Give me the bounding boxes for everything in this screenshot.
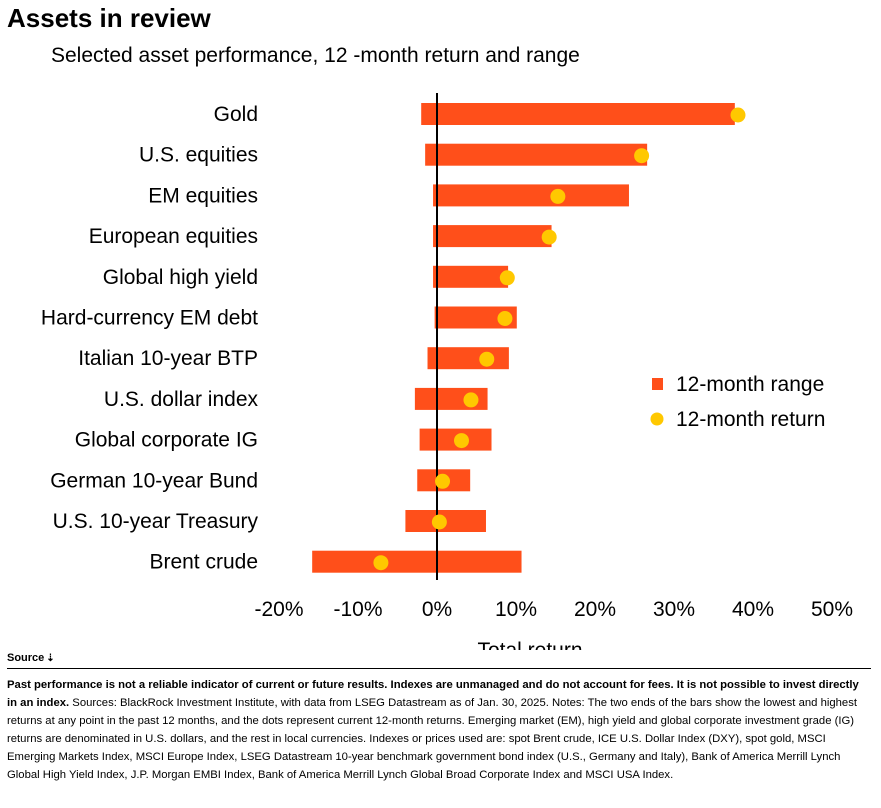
return-dot xyxy=(730,107,746,123)
range-bar xyxy=(433,225,552,248)
return-dot xyxy=(497,311,513,326)
range-bar xyxy=(312,550,522,573)
category-label: U.S. 10-year Treasury xyxy=(53,510,259,533)
x-tick-label: 0% xyxy=(422,598,452,621)
legend-return-swatch xyxy=(650,412,664,426)
range-bar xyxy=(433,265,509,288)
return-dot xyxy=(499,270,515,286)
return-dot xyxy=(479,351,495,367)
category-label: Gold xyxy=(214,103,258,126)
return-dot xyxy=(634,148,650,164)
category-label: Brent crude xyxy=(149,551,258,574)
category-label: Global corporate IG xyxy=(75,429,258,452)
category-label: U.S. equities xyxy=(139,144,258,167)
divider xyxy=(7,668,871,669)
source-notes: Past performance is not a reliable indic… xyxy=(7,676,871,784)
return-dot xyxy=(435,473,451,489)
x-tick-label: -10% xyxy=(333,598,382,621)
category-label: EM equities xyxy=(148,184,258,207)
chevron-down-icon: ⇣ xyxy=(46,653,55,664)
x-axis-label: Total return xyxy=(477,639,582,650)
return-dot xyxy=(550,188,566,204)
range-bar xyxy=(433,184,629,207)
return-dot xyxy=(453,433,469,449)
category-label: U.S. dollar index xyxy=(104,388,259,411)
legend-range-label: 12-month range xyxy=(676,373,824,396)
return-dot xyxy=(431,514,447,530)
range-bar xyxy=(421,103,735,125)
category-label: Global high yield xyxy=(103,266,258,289)
category-label: European equities xyxy=(89,225,258,248)
return-dot xyxy=(541,229,557,245)
source-label: Source xyxy=(7,652,45,664)
notes-text: Sources: BlackRock Investment Institute,… xyxy=(7,697,857,781)
return-dot xyxy=(373,555,389,571)
chart-subtitle: Selected asset performance, 12 -month re… xyxy=(51,44,580,67)
x-tick-label: 30% xyxy=(653,598,695,621)
category-label: German 10-year Bund xyxy=(50,469,258,492)
x-tick-label: 50% xyxy=(811,598,853,621)
range-bar xyxy=(425,143,648,166)
return-dot xyxy=(463,392,479,408)
x-tick-label: 20% xyxy=(574,598,616,621)
source-toggle[interactable]: Source ⇣ xyxy=(7,652,55,664)
legend-range-swatch xyxy=(652,378,663,390)
range-bar xyxy=(434,306,517,329)
x-tick-label: 10% xyxy=(495,598,537,621)
disclaimer-text: Past performance is not a reliable indic… xyxy=(7,679,859,709)
range-bar xyxy=(427,347,509,370)
range-chart: Gold U.S. equities EM equities European equ… xyxy=(41,93,853,650)
x-tick-label: 40% xyxy=(732,598,774,621)
category-label: Hard-currency EM debt xyxy=(41,307,258,330)
legend-return-label: 12-month return xyxy=(676,408,825,431)
category-label: Italian 10-year BTP xyxy=(78,347,258,370)
x-tick-label: -20% xyxy=(254,598,303,621)
chart-title: Assets in review xyxy=(7,3,211,33)
